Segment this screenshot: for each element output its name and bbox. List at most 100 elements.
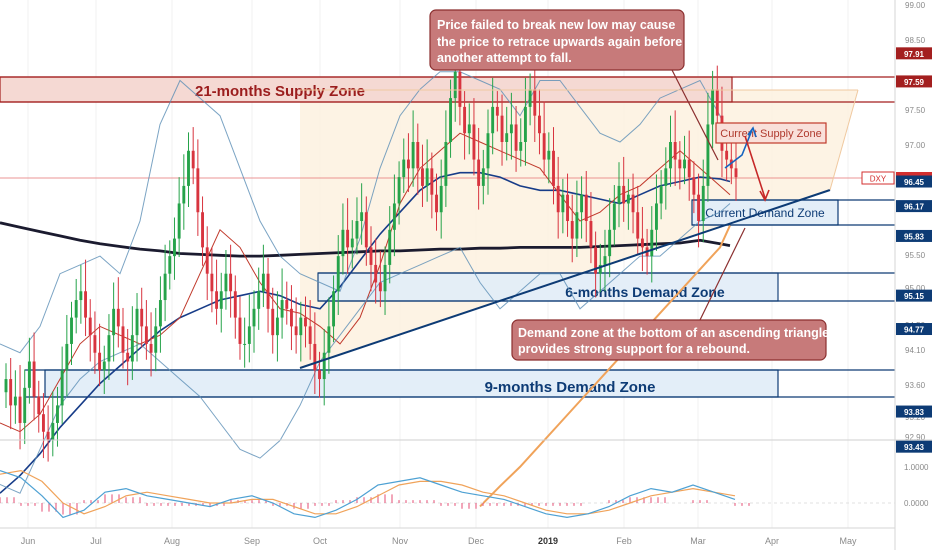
price-label: 97.59	[904, 78, 925, 87]
candle-body	[706, 124, 710, 186]
x-tick-label: Jun	[21, 536, 36, 546]
x-tick-label: Nov	[392, 536, 409, 546]
candle-body	[116, 308, 120, 327]
candle-body	[360, 212, 364, 222]
candle-body	[177, 203, 181, 239]
candle-body	[196, 168, 200, 213]
candle-body	[158, 300, 162, 327]
y-tick-label: 95.50	[905, 251, 926, 260]
supply-callout-line-3: another attempt to fall.	[437, 51, 572, 65]
candle-body	[121, 326, 125, 353]
candle-body	[636, 212, 640, 239]
candle-body	[336, 256, 340, 292]
candle-body	[664, 168, 668, 186]
y-tick-label: 94.10	[905, 346, 926, 355]
candle-body	[299, 317, 303, 336]
candle-body	[271, 308, 275, 336]
candle-body	[41, 414, 45, 432]
price-label-box	[896, 75, 932, 88]
candle-body	[275, 317, 279, 336]
candle-body	[32, 361, 36, 397]
candle-body	[233, 291, 237, 318]
candle-body	[640, 238, 644, 248]
candle-body	[93, 335, 97, 353]
x-tick-label: 2019	[538, 536, 558, 546]
candle-body	[575, 212, 579, 239]
candle-body	[687, 159, 691, 178]
price-label: 95.15	[904, 292, 925, 301]
x-tick-label: Feb	[616, 536, 632, 546]
price-label-box	[896, 323, 932, 336]
candle-body	[449, 98, 453, 143]
price-label: 93.43	[904, 443, 925, 452]
candle-body	[4, 379, 8, 393]
x-tick-label: Apr	[765, 536, 779, 546]
supply-callout-pointer	[671, 69, 719, 161]
candle-body	[369, 247, 373, 265]
candle-body	[486, 133, 490, 169]
current-supply-zone	[715, 122, 827, 144]
x-tick-label: Oct	[313, 536, 328, 546]
candle-body	[23, 387, 27, 423]
candle-body	[392, 203, 396, 230]
candle-body	[149, 343, 153, 353]
x-tick-label: May	[839, 536, 857, 546]
supply-callout-box	[429, 9, 685, 71]
candle-body	[533, 89, 537, 116]
candle-body	[243, 343, 247, 345]
candle-body	[56, 405, 59, 423]
candle-body	[322, 352, 326, 380]
candle-body	[364, 212, 368, 248]
candle-body	[406, 159, 410, 169]
candle-body	[734, 168, 738, 178]
candle-body	[715, 89, 719, 116]
price-axis: 99.0098.5097.5097.0096.5095.5095.0094.50…	[905, 1, 926, 442]
demand-callout-box	[511, 319, 827, 361]
candle-body	[341, 229, 345, 257]
candle-body	[332, 291, 336, 327]
candles	[4, 42, 738, 462]
candle-body	[51, 422, 55, 441]
candle-body	[538, 115, 541, 134]
demand-zone-6m-label: 6-months Demand Zone	[565, 284, 725, 300]
candle-body	[631, 194, 635, 213]
candle-body	[435, 194, 438, 213]
x-tick-label: Aug	[164, 536, 180, 546]
candle-body	[163, 273, 167, 301]
candle-body	[229, 273, 233, 292]
price-label-box	[896, 229, 932, 242]
price-label: 94.77	[904, 326, 925, 335]
candle-body	[589, 221, 593, 248]
y-tick-label: 97.00	[905, 141, 926, 150]
demand-zone-6m	[317, 272, 779, 302]
candle-body	[135, 308, 139, 336]
candle-body	[463, 106, 467, 134]
candle-body	[168, 256, 172, 274]
symbol-tag-box	[861, 171, 895, 185]
candle-body	[603, 256, 607, 265]
candle-body	[327, 326, 331, 353]
candle-body	[458, 71, 462, 107]
candle-body	[509, 124, 513, 134]
candle-body	[528, 89, 532, 107]
candle-body	[673, 142, 677, 160]
candle-body	[9, 379, 13, 406]
current-supply-zone-label: Current Supply Zone	[720, 128, 822, 140]
candle-body	[210, 273, 214, 292]
candle-body	[74, 300, 78, 318]
candle-body	[191, 150, 195, 169]
candle-body	[622, 185, 626, 204]
candle-body	[187, 150, 190, 186]
candle-body	[669, 142, 672, 169]
candle-body	[182, 185, 186, 204]
candle-body	[523, 106, 527, 143]
candle-body	[374, 264, 378, 283]
candle-body	[70, 317, 73, 344]
y-tick-label: 93.60	[905, 381, 926, 390]
candle-body	[425, 168, 429, 186]
candle-body	[439, 185, 443, 213]
candle-body	[701, 185, 705, 222]
projection-up-arrow	[724, 129, 753, 169]
osc-macd-line	[0, 470, 736, 519]
candle-body	[257, 291, 261, 309]
